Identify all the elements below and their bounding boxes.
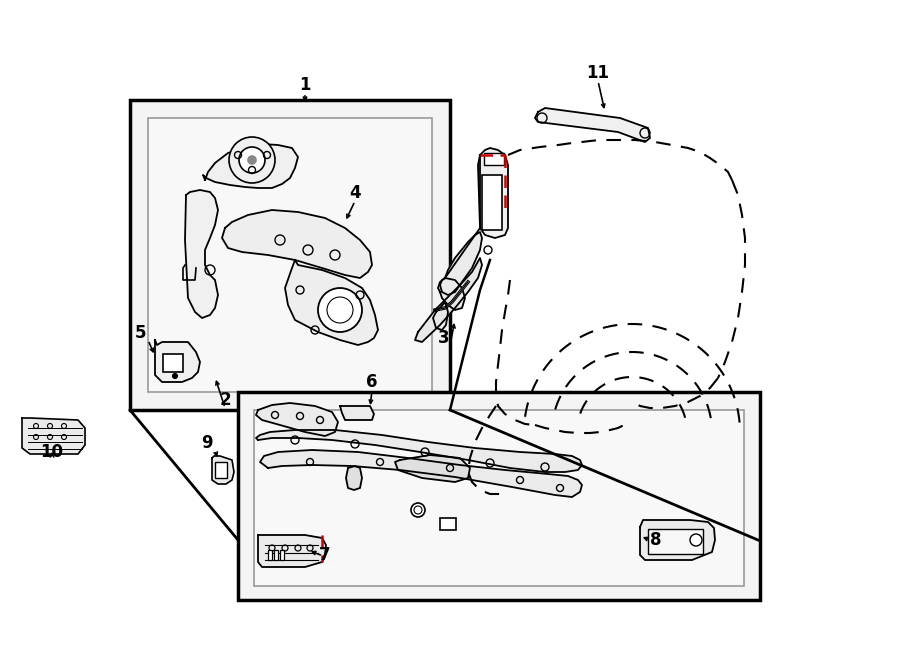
Polygon shape: [260, 450, 582, 497]
Circle shape: [690, 534, 702, 546]
Circle shape: [173, 373, 177, 379]
Polygon shape: [440, 232, 482, 295]
Text: 10: 10: [40, 443, 64, 461]
Polygon shape: [155, 340, 200, 382]
Polygon shape: [415, 258, 482, 342]
Bar: [482, 175, 502, 230]
Circle shape: [411, 503, 425, 517]
Polygon shape: [478, 148, 508, 238]
Bar: [648, 529, 703, 554]
Polygon shape: [185, 190, 218, 318]
Bar: [130, 100, 450, 410]
Bar: [440, 518, 456, 530]
Polygon shape: [212, 456, 234, 484]
Circle shape: [318, 288, 362, 332]
Polygon shape: [22, 418, 85, 454]
Polygon shape: [340, 406, 374, 420]
Polygon shape: [640, 520, 715, 560]
Bar: [238, 392, 760, 600]
Circle shape: [165, 357, 171, 363]
Polygon shape: [258, 535, 326, 567]
Text: 11: 11: [587, 64, 609, 82]
Circle shape: [229, 137, 275, 183]
Polygon shape: [535, 108, 650, 142]
Bar: [163, 354, 183, 372]
Text: 4: 4: [349, 184, 361, 202]
Bar: [148, 118, 432, 392]
Polygon shape: [222, 210, 372, 278]
Polygon shape: [346, 466, 362, 490]
Polygon shape: [438, 278, 465, 310]
Bar: [268, 550, 272, 560]
Text: 3: 3: [438, 329, 450, 347]
Text: 1: 1: [299, 76, 310, 94]
Polygon shape: [285, 260, 378, 345]
Text: 5: 5: [134, 324, 146, 342]
Bar: [484, 153, 504, 165]
Text: 7: 7: [320, 546, 331, 564]
Polygon shape: [256, 403, 338, 436]
Circle shape: [248, 156, 256, 164]
Polygon shape: [203, 144, 298, 188]
Polygon shape: [433, 302, 448, 330]
Bar: [280, 550, 284, 560]
Text: 2: 2: [220, 391, 230, 409]
Bar: [254, 410, 744, 586]
Polygon shape: [395, 455, 470, 482]
Polygon shape: [256, 430, 582, 472]
Text: 9: 9: [202, 434, 212, 452]
Text: 8: 8: [650, 531, 662, 549]
Bar: [274, 550, 278, 560]
Bar: [215, 462, 227, 478]
Text: 6: 6: [366, 373, 378, 391]
Circle shape: [239, 147, 265, 173]
